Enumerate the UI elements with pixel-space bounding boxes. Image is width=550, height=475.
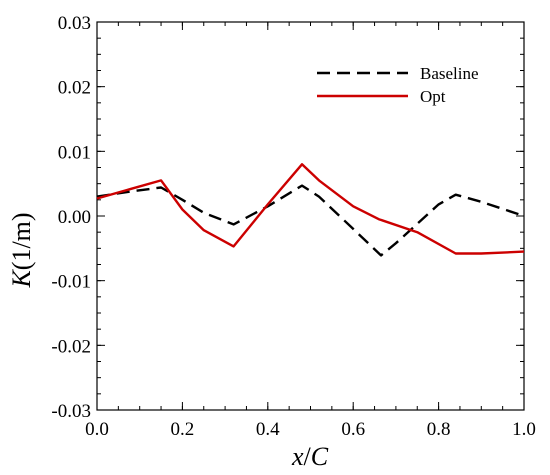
series-line-opt xyxy=(96,163,525,255)
y-tick-label: -0.01 xyxy=(51,272,91,293)
tick-labels: 0.0 0.2 0.4 0.6 0.8 1.0 -0.03 -0.02 -0.01 0.00 0.0… xyxy=(51,13,535,440)
x-tick-label: 1.0 xyxy=(512,419,536,440)
x-tick-label: 0.4 xyxy=(256,419,280,440)
y-tick-label: 0.00 xyxy=(58,207,91,228)
y-tick-label: -0.02 xyxy=(51,336,91,357)
legend: Baseline Opt xyxy=(317,64,479,106)
y-tick-label: 0.01 xyxy=(58,142,91,163)
series-line-baseline xyxy=(96,184,525,257)
x-tick-label: 0.6 xyxy=(341,419,365,440)
series-lines xyxy=(96,163,525,257)
y-tick-label: 0.02 xyxy=(58,78,91,99)
x-tick-label: 0.2 xyxy=(171,419,195,440)
legend-label-baseline: Baseline xyxy=(420,64,479,83)
y-axis-label: K(1/m) xyxy=(7,212,36,288)
y-tick-label: -0.03 xyxy=(51,401,91,422)
x-tick-label: 0.0 xyxy=(85,419,109,440)
x-tick-label: 0.8 xyxy=(427,419,451,440)
legend-label-opt: Opt xyxy=(420,87,446,106)
x-axis-label: x/C xyxy=(291,442,329,471)
axis-ticks xyxy=(96,21,525,411)
y-tick-label: 0.03 xyxy=(58,13,91,34)
